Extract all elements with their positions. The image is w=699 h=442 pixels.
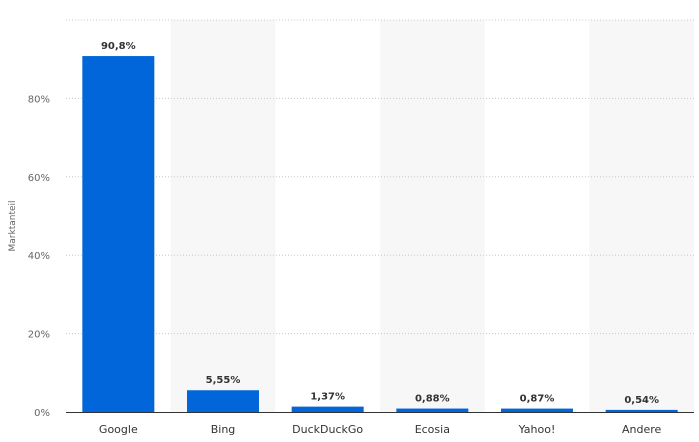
category-band (170, 20, 276, 412)
x-tick-label: Yahoo! (518, 423, 556, 436)
bar[interactable] (291, 406, 364, 412)
y-axis-ticks: 0% 20% 40% 60% 80% (28, 94, 50, 419)
y-tick-label: 0% (34, 408, 50, 419)
y-tick-label: 60% (28, 173, 50, 184)
bar[interactable] (396, 408, 469, 412)
bar[interactable] (82, 56, 155, 413)
data-label: 0,88% (415, 394, 450, 405)
data-label: 0,87% (520, 394, 555, 405)
data-label: 0,54% (624, 395, 659, 406)
x-tick-label: Bing (211, 423, 236, 436)
y-axis-title: Marktanteil (8, 200, 18, 251)
x-tick-label: Google (99, 423, 138, 436)
data-label: 90,8% (101, 41, 136, 52)
category-bands (170, 20, 694, 412)
data-label: 1,37% (310, 392, 345, 403)
y-tick-label: 80% (28, 94, 50, 105)
y-tick-label: 20% (28, 330, 50, 341)
category-band (589, 20, 694, 412)
x-tick-label: Andere (622, 423, 662, 436)
bars (82, 56, 678, 413)
category-band (380, 20, 485, 412)
bar[interactable] (187, 390, 259, 412)
bar[interactable] (501, 408, 573, 412)
x-tick-label: Ecosia (415, 423, 450, 436)
bar[interactable] (605, 409, 678, 412)
x-tick-label: DuckDuckGo (292, 423, 363, 436)
data-label: 5,55% (206, 375, 241, 386)
y-tick-label: 40% (28, 251, 50, 262)
value-labels: 90,8% 5,55% 1,37% 0,88% 0,87% 0,54% (101, 41, 659, 406)
x-axis-labels: Google Bing DuckDuckGo Ecosia Yahoo! Andere (99, 423, 662, 436)
